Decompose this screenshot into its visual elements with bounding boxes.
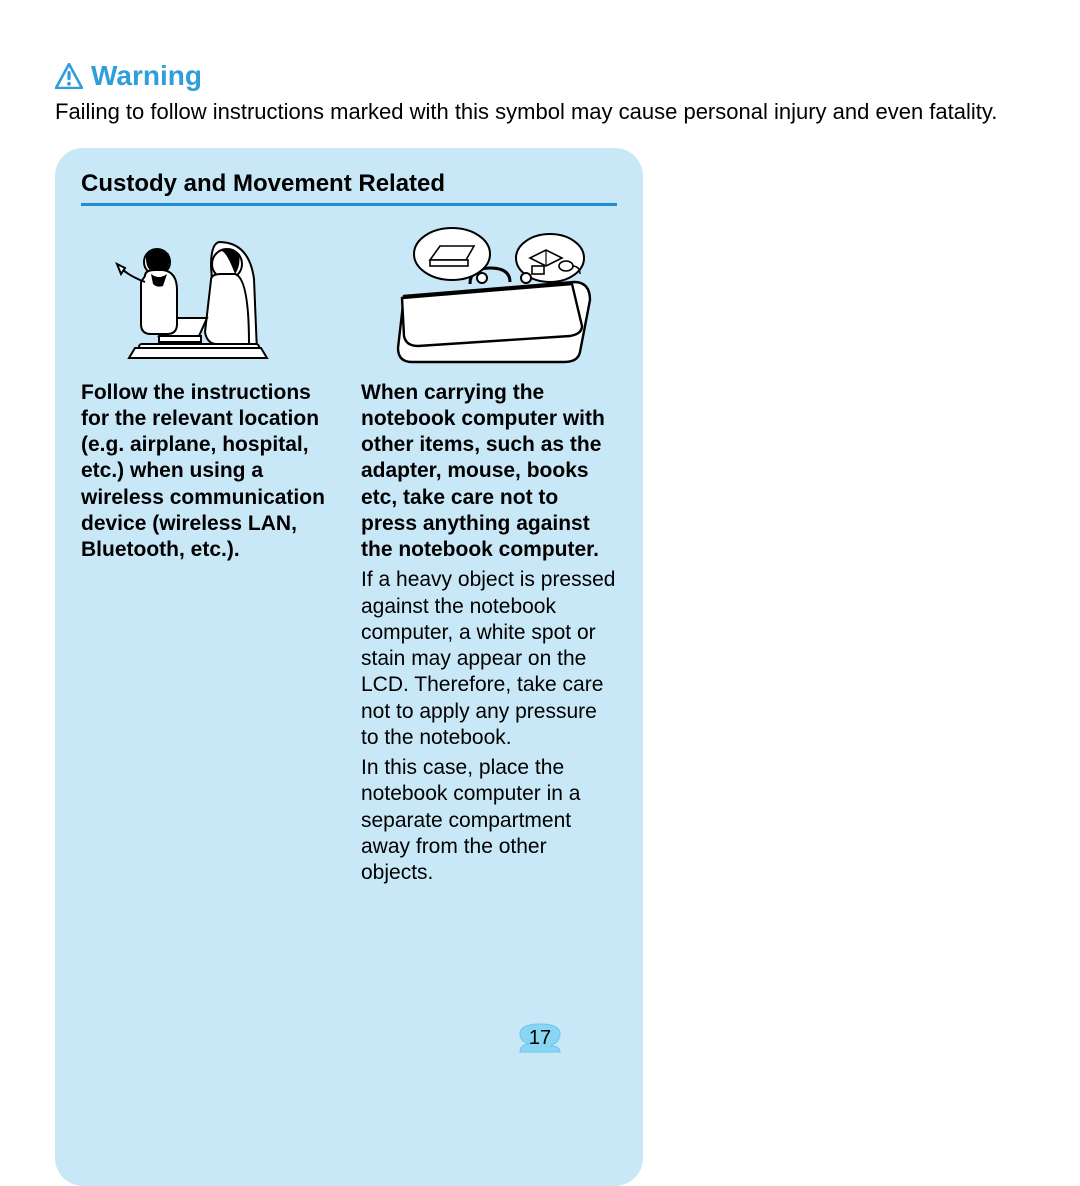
left-bold-text: Follow the instructions for the relevant… xyxy=(81,380,337,564)
manual-page: Warning Failing to follow instructions m… xyxy=(0,0,1080,1080)
right-paragraph-1: If a heavy object is pressed against the… xyxy=(361,567,617,751)
warning-title: Warning xyxy=(91,60,202,92)
left-column: Follow the instructions for the relevant… xyxy=(81,224,337,887)
briefcase-illustration xyxy=(361,224,617,372)
right-column: When carrying the notebook computer with… xyxy=(361,224,617,887)
warning-triangle-icon xyxy=(55,63,83,89)
airplane-illustration xyxy=(81,224,337,372)
page-number-container: 17 xyxy=(0,1022,1080,1054)
card-columns: Follow the instructions for the relevant… xyxy=(81,224,617,887)
right-paragraph-2: In this case, place the notebook compute… xyxy=(361,755,617,886)
page-number: 17 xyxy=(529,1027,551,1050)
warning-header: Warning xyxy=(55,60,1035,92)
right-bold-text: When carrying the notebook computer with… xyxy=(361,380,617,564)
page-number-badge: 17 xyxy=(516,1022,564,1054)
card-title: Custody and Movement Related xyxy=(81,170,617,206)
warning-description: Failing to follow instructions marked wi… xyxy=(55,98,1035,126)
